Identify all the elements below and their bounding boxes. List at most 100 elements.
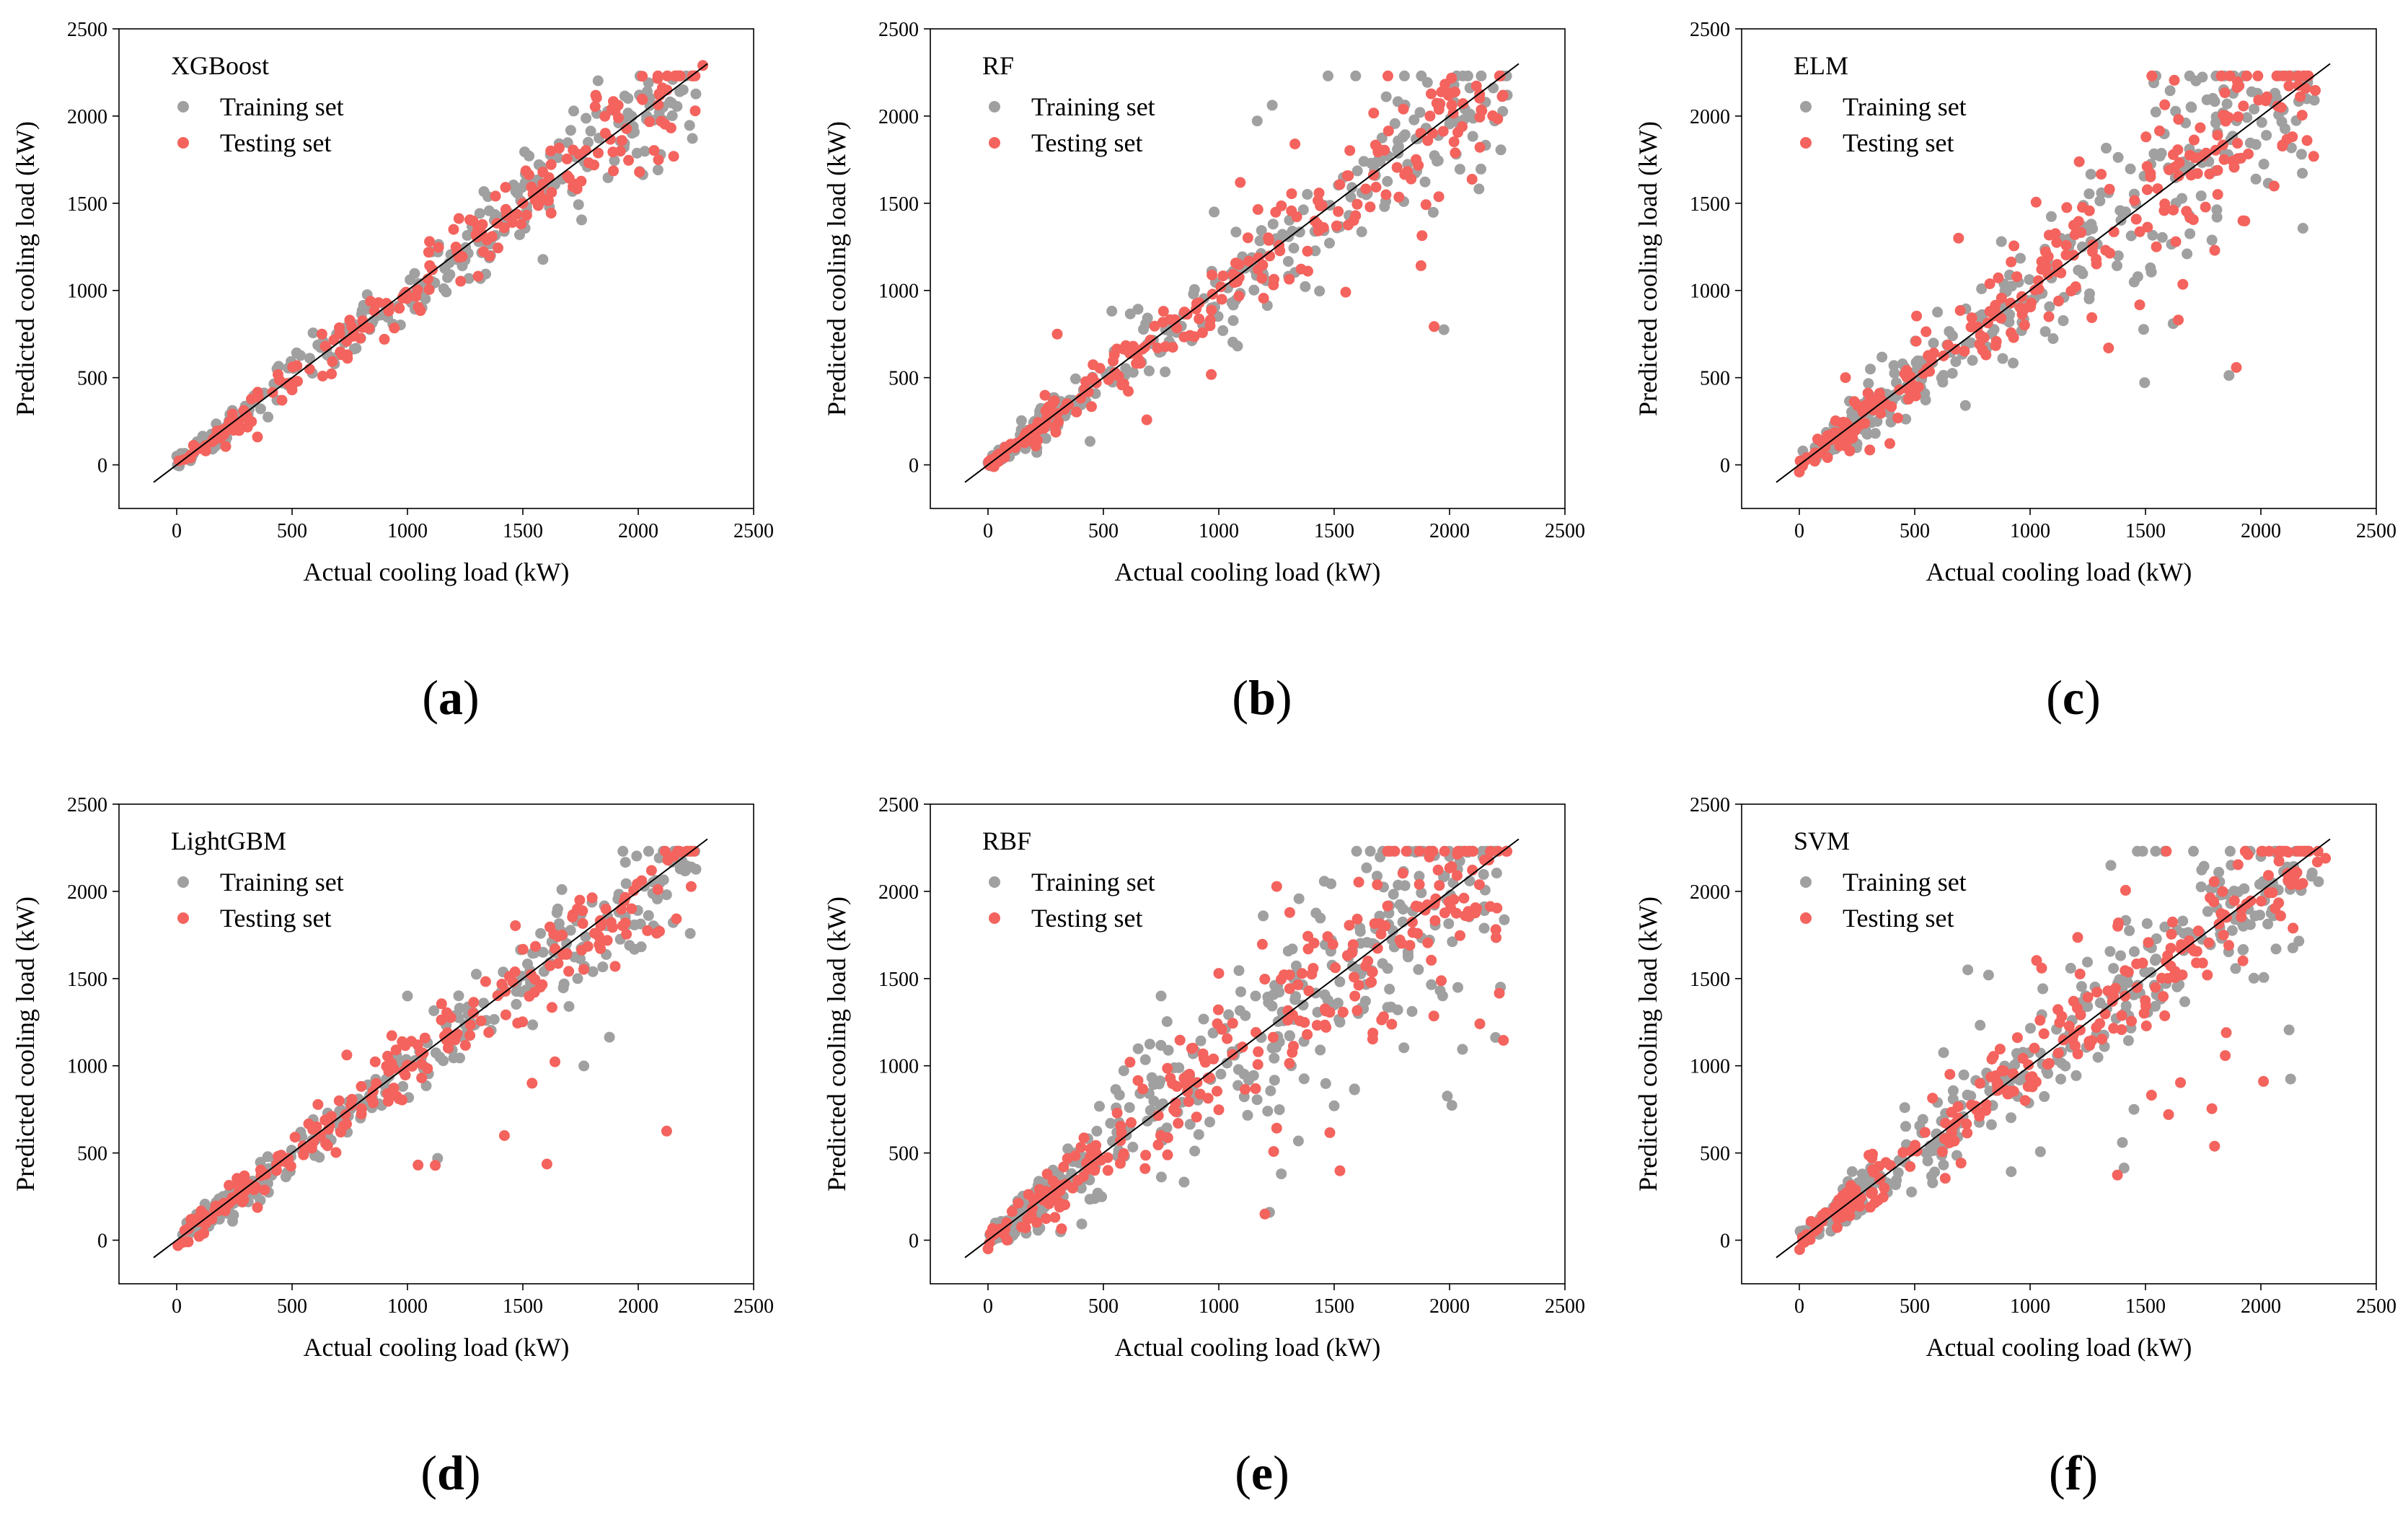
training-point	[1289, 994, 1301, 1005]
training-point	[2283, 1024, 2295, 1036]
testing-point	[2075, 1009, 2086, 1021]
testing-point	[1977, 344, 1988, 356]
testing-point	[1437, 125, 1449, 137]
testing-point	[1431, 97, 1442, 109]
training-point	[1392, 1004, 1403, 1015]
training-point	[1863, 378, 1874, 389]
training-point	[1282, 256, 1294, 267]
training-point	[1155, 990, 1167, 1002]
testing-point	[1424, 110, 1436, 122]
legend-testing-marker	[1800, 912, 1812, 924]
training-point	[1865, 363, 1876, 375]
model-label: XGBoost	[171, 51, 269, 80]
training-point	[661, 889, 672, 901]
testing-point	[2264, 845, 2275, 857]
training-point	[1876, 351, 1888, 363]
testing-point	[1059, 404, 1070, 415]
testing-point	[436, 1014, 447, 1026]
testing-point	[185, 452, 196, 464]
testing-point	[619, 891, 631, 903]
testing-point	[1426, 88, 1437, 100]
training-point	[635, 918, 646, 930]
training-point	[2280, 123, 2290, 135]
testing-point	[1292, 979, 1304, 990]
training-point	[2306, 867, 2318, 878]
testing-point	[1910, 1140, 1920, 1151]
training-point	[1429, 150, 1440, 162]
training-point	[1314, 286, 1326, 297]
training-point	[1965, 337, 1977, 348]
training-point	[2182, 248, 2193, 260]
training-point	[1093, 1191, 1104, 1202]
testing-point	[1919, 1127, 1931, 1138]
testing-point	[1075, 392, 1087, 404]
training-point	[1209, 206, 1220, 218]
testing-point	[1450, 907, 1462, 919]
testing-point	[289, 1132, 301, 1143]
training-point	[1995, 236, 2007, 247]
testing-point	[467, 1008, 479, 1019]
training-point	[2145, 262, 2156, 273]
training-point	[2213, 866, 2225, 878]
testing-point	[1867, 1186, 1878, 1198]
testing-point	[1398, 103, 1409, 115]
testing-point	[252, 431, 263, 443]
testing-point	[2150, 982, 2161, 993]
legend-testing-marker	[177, 912, 189, 924]
testing-point	[2228, 162, 2240, 173]
testing-point	[2273, 855, 2285, 867]
testing-point	[1353, 876, 1364, 888]
testing-point	[1830, 428, 1841, 440]
testing-point	[2220, 1027, 2232, 1039]
panel-label-close-paren: )	[464, 1445, 481, 1500]
testing-point	[1927, 1093, 1939, 1104]
training-point	[1267, 219, 1279, 230]
testing-point	[276, 395, 288, 406]
training-point	[228, 1209, 239, 1221]
training-point	[1195, 1035, 1207, 1046]
training-point	[578, 1060, 590, 1072]
testing-point	[2137, 957, 2148, 969]
y-tick-label: 1500	[1690, 969, 1730, 991]
testing-point	[2145, 171, 2156, 182]
testing-point	[1284, 273, 1295, 285]
training-point	[1376, 132, 1388, 144]
testing-point	[1013, 1197, 1024, 1209]
testing-point	[1451, 870, 1463, 881]
testing-point	[1271, 881, 1282, 892]
y-tick-label: 0	[909, 1230, 919, 1253]
training-point	[1204, 1116, 1215, 1128]
testing-point	[379, 333, 390, 345]
x-tick-label: 2000	[618, 520, 658, 542]
testing-point	[1032, 435, 1044, 446]
testing-point	[1869, 394, 1881, 405]
training-point	[2287, 942, 2298, 953]
testing-point	[1490, 924, 1501, 935]
testing-point	[498, 1130, 510, 1141]
panel-label-open-paren: (	[2049, 1445, 2065, 1500]
testing-point	[1413, 901, 1424, 912]
testing-point	[2312, 845, 2324, 857]
training-point	[1384, 984, 1395, 995]
testing-point	[1993, 1078, 2004, 1089]
testing-point	[1041, 1168, 1053, 1180]
testing-point	[590, 89, 601, 101]
testing-point	[548, 928, 560, 940]
testing-point	[334, 322, 345, 333]
testing-point	[609, 961, 621, 972]
testing-point	[2051, 237, 2063, 248]
training-point	[1361, 862, 1372, 873]
reference-line	[964, 838, 1520, 1259]
legend-testing-label: Testing set	[1031, 904, 1142, 933]
training-point	[350, 343, 362, 354]
testing-point	[472, 270, 484, 282]
testing-point	[2158, 991, 2169, 1003]
testing-point	[1183, 1096, 1194, 1107]
training-point	[1346, 182, 1358, 193]
testing-point	[2159, 1010, 2171, 1021]
testing-point	[1414, 878, 1425, 890]
training-point	[1438, 324, 1450, 335]
testing-point	[1005, 439, 1016, 450]
testing-point	[2038, 1028, 2050, 1039]
testing-point	[1233, 291, 1245, 301]
